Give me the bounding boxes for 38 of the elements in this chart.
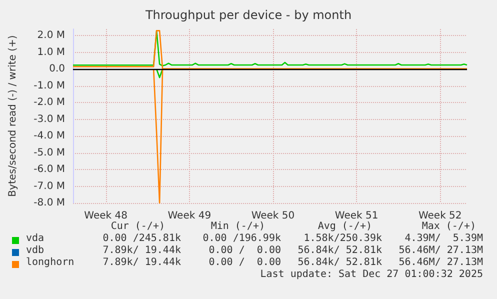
x-tick-label: Week 52 xyxy=(418,210,462,222)
text: Avg (-/+) xyxy=(318,221,372,232)
chart-title: Throughput per device - by month xyxy=(144,8,352,22)
y-tick-label: -1.0 M xyxy=(34,80,65,92)
y-tick-label: -2.0 M xyxy=(34,97,65,108)
text: 0.00 /196.99k xyxy=(202,233,281,244)
text: 56.84k/ 52.81k xyxy=(298,257,382,268)
text: 0.00 / 0.00 xyxy=(208,257,281,268)
text: 0.00 /245.81k xyxy=(102,233,181,244)
legend-label: longhorn xyxy=(26,257,74,268)
text: Min (-/+) xyxy=(210,221,265,232)
text: 56.84k/ 52.81k xyxy=(298,245,382,256)
x-tick-label: Week 48 xyxy=(84,210,128,222)
text: 4.39M/ 5.39M xyxy=(404,233,483,244)
y-tick-label: 1.0 M xyxy=(37,46,65,58)
text: Max (-/+) xyxy=(422,221,476,232)
y-axis-title: Bytes/second read (-) / write (+) xyxy=(8,35,18,197)
y-tick-label: 0.0 xyxy=(49,64,65,75)
x-tick-label: Week 50 xyxy=(251,210,295,222)
y-tick-label: -8.0 M xyxy=(34,198,65,208)
text: 7.89k/ 19.44k xyxy=(102,257,181,268)
legend-label: vdb xyxy=(26,245,44,256)
x-tick-label: Week 49 xyxy=(168,210,212,222)
x-tick-label: Week 51 xyxy=(334,210,378,222)
y-tick-label: -3.0 M xyxy=(34,114,65,125)
y-tick-label: -7.0 M xyxy=(34,180,65,192)
legend-label: vda xyxy=(26,233,44,244)
text: 56.46M/ 27.13M xyxy=(398,257,483,268)
y-tick-label: -6.0 M xyxy=(34,164,65,176)
y-tick-label: -4.0 M xyxy=(34,130,65,142)
text: 1.58k/250.39k xyxy=(304,233,382,244)
text: 7.89k/ 19.44k xyxy=(102,245,181,256)
text: 0.00 / 0.00 xyxy=(208,245,281,256)
text: 56.46M/ 27.13M xyxy=(398,245,483,256)
text: Cur (-/+) xyxy=(110,221,165,232)
y-tick-label: -5.0 M xyxy=(34,147,65,158)
text: Last update: Sat Dec 27 01:00:32 2025 xyxy=(260,269,483,280)
y-tick-label: 2.0 M xyxy=(37,30,65,42)
